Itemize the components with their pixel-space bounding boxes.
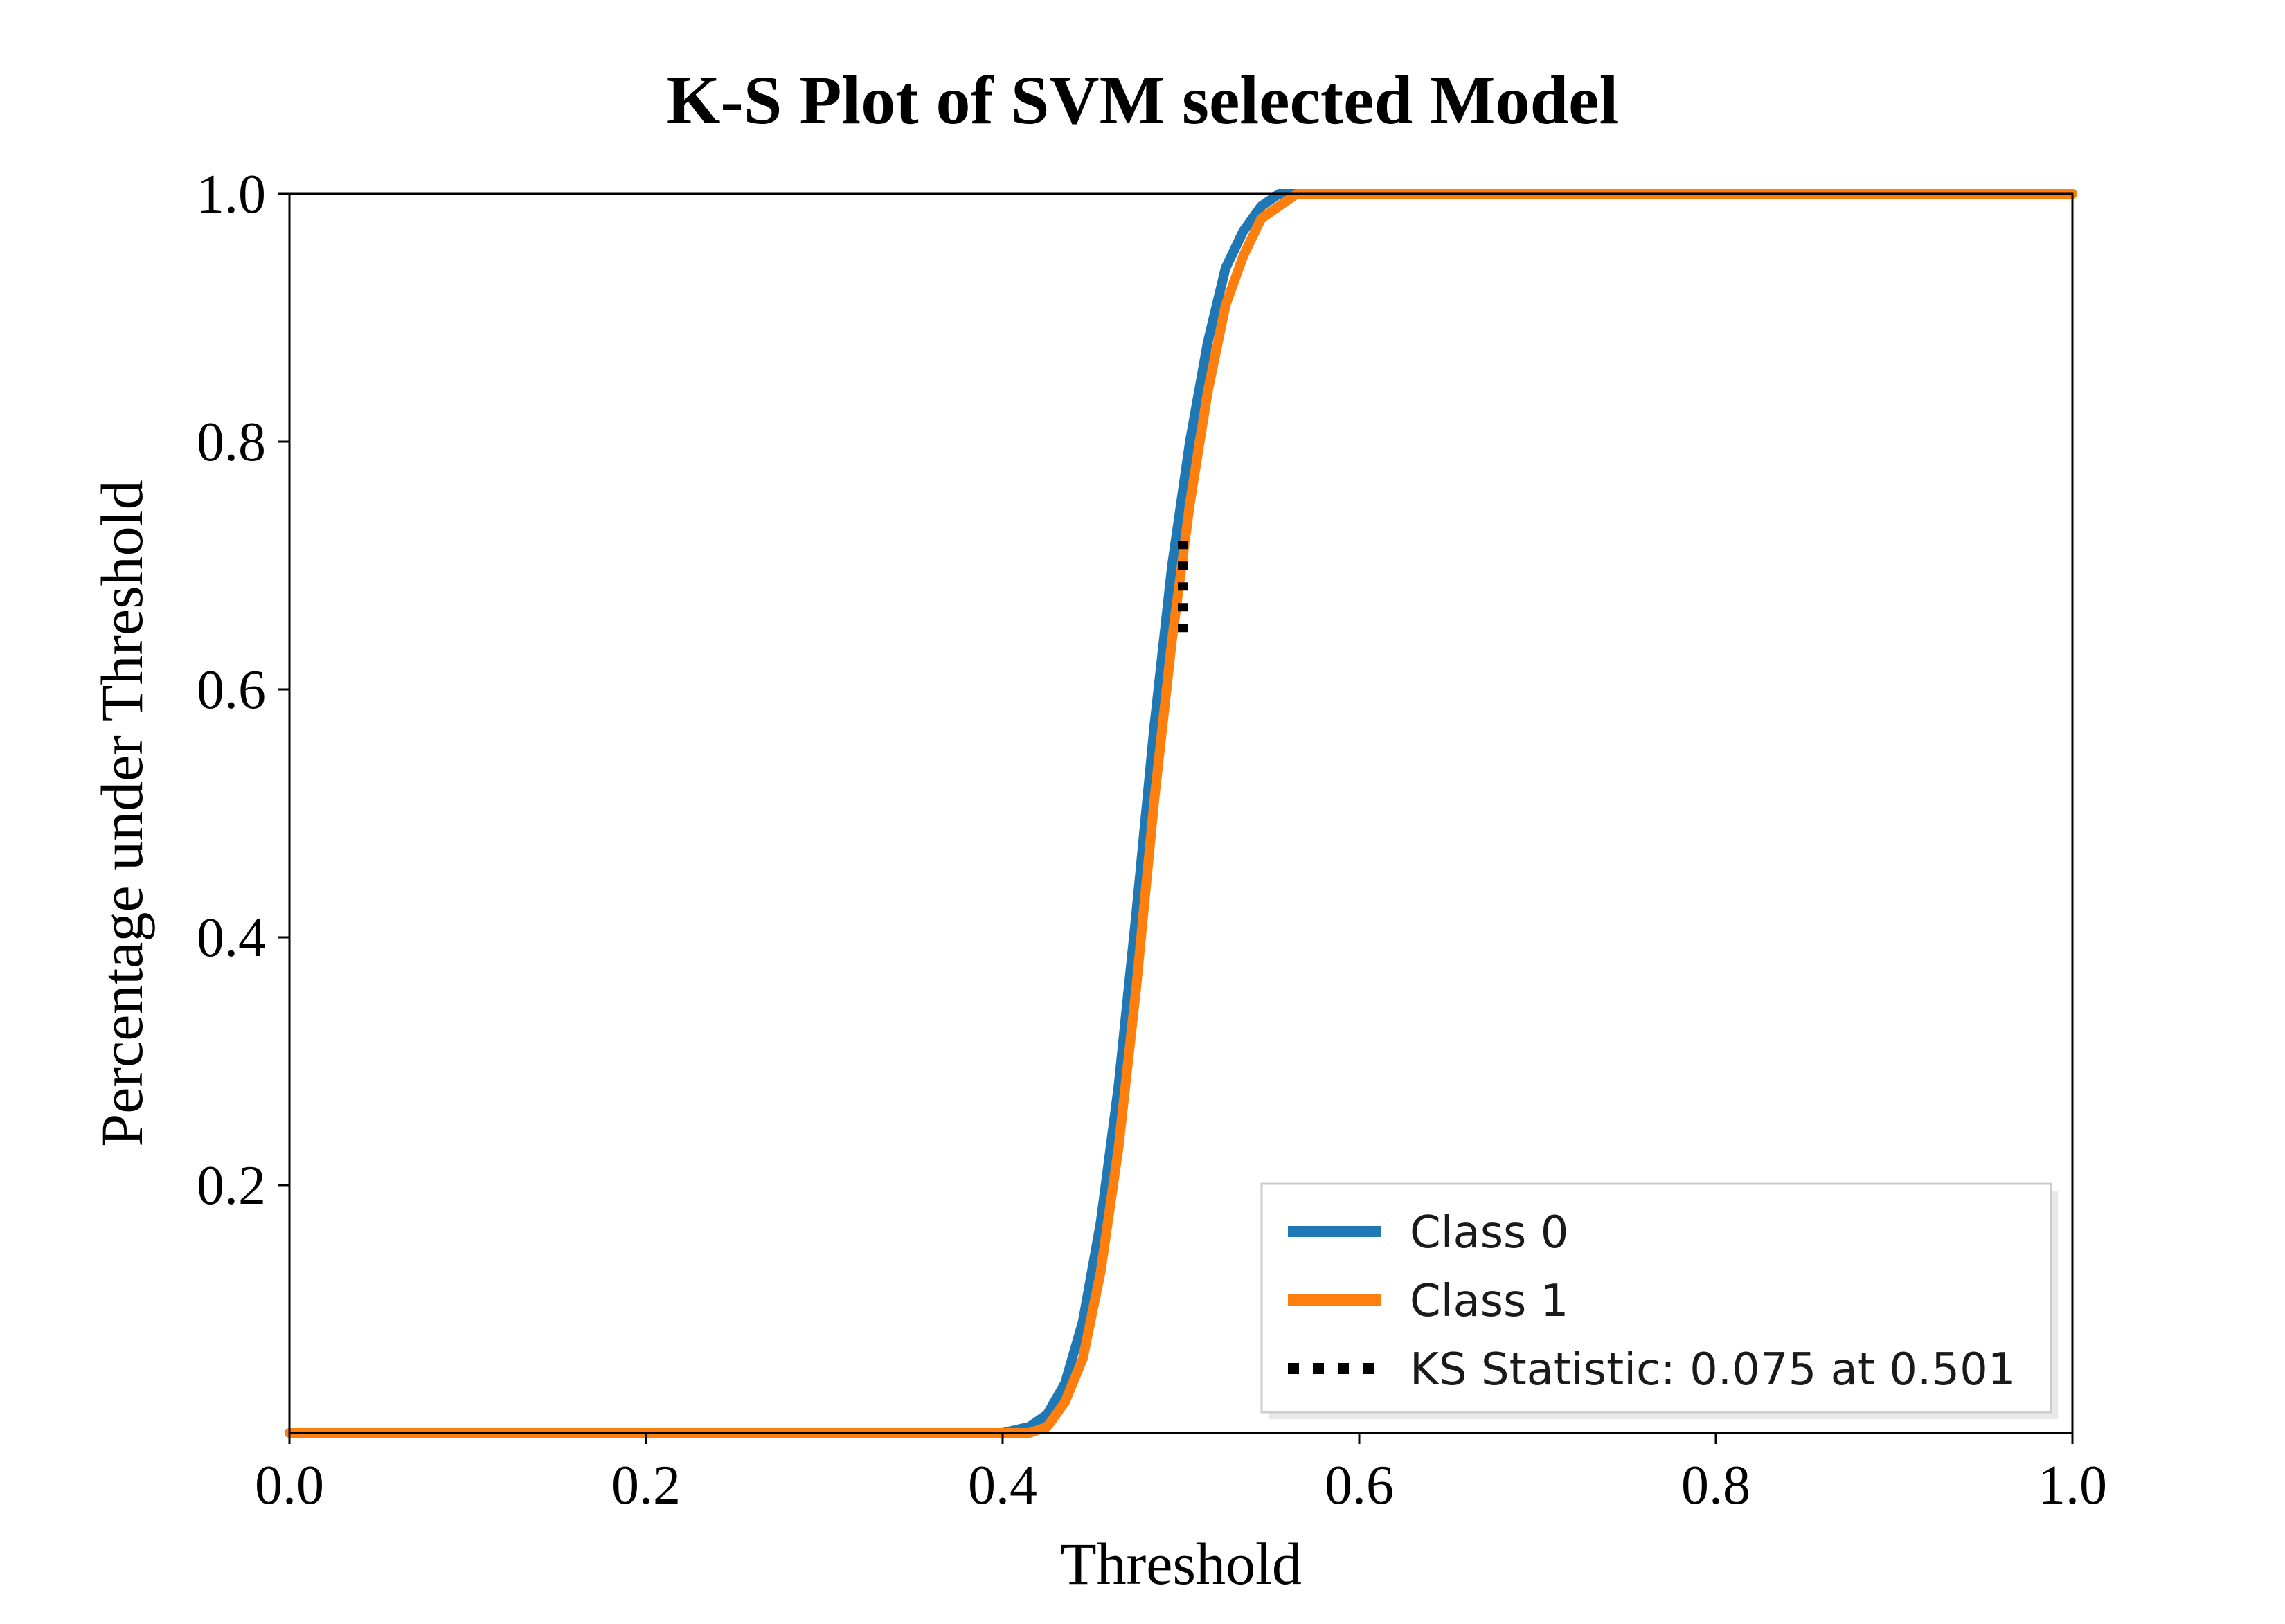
plot-frame <box>288 192 2074 1434</box>
x-tick-label: 1.0 <box>2038 1455 2107 1516</box>
chart-title: K-S Plot of SVM selected Model <box>667 62 1619 138</box>
legend: Class 0 Class 1 KS Statistic: 0.075 at 0… <box>1260 1182 2058 1419</box>
series-line-class-1 <box>285 189 2077 1438</box>
x-axis: 0.0 0.2 0.4 0.6 0.8 1.0 <box>255 1433 2107 1516</box>
y-tick-label: 0.2 <box>197 1155 266 1216</box>
y-tick-label: 0.8 <box>197 412 266 473</box>
y-axis: 0.2 0.4 0.6 0.8 1.0 <box>197 164 289 1216</box>
y-tick-label: 1.0 <box>197 164 266 225</box>
y-tick-label: 0.4 <box>197 908 266 968</box>
legend-label-class-0: Class 0 <box>1410 1207 1568 1258</box>
x-tick-label: 0.2 <box>611 1455 681 1516</box>
y-tick-label: 0.6 <box>197 660 266 721</box>
series-line-class-0 <box>285 189 2077 1438</box>
legend-label-class-1: Class 1 <box>1410 1276 1568 1327</box>
x-tick-label: 0.0 <box>255 1455 324 1516</box>
x-axis-label: Threshold <box>1060 1531 1302 1597</box>
plot-area <box>285 189 2077 1438</box>
y-axis-label: Percentage under Threshold <box>89 480 155 1146</box>
x-tick-label: 0.6 <box>1325 1455 1394 1516</box>
x-tick-label: 0.8 <box>1681 1455 1750 1516</box>
legend-label-ks: KS Statistic: 0.075 at 0.501 <box>1410 1344 2016 1396</box>
x-tick-label: 0.4 <box>968 1455 1037 1516</box>
